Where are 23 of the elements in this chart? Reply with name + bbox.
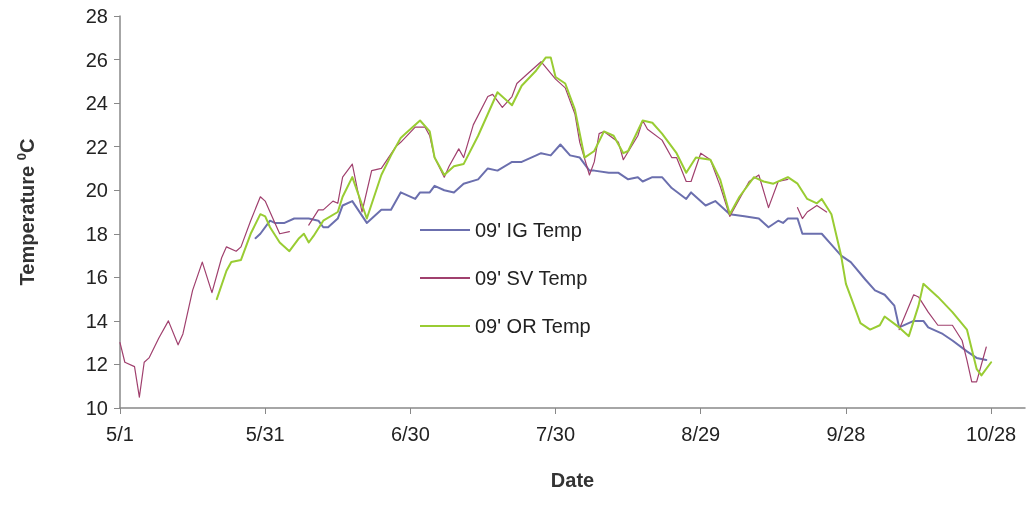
y-tick-label: 16 [85,266,108,289]
y-tick-label: 14 [85,309,108,332]
x-tick-label: 8/29 [681,423,721,445]
x-tick-label: 9/28 [826,423,866,445]
legend-label: 09' SV Temp [475,267,588,289]
y-tick-label: 12 [85,353,108,376]
line-series [215,56,993,377]
x-tick-label: 5/1 [106,423,134,445]
legend-label: 09' OR Temp [475,315,591,337]
y-tick-label: 18 [85,222,108,245]
y-tick-label: 10 [85,397,108,419]
y-tick-label: 26 [85,48,108,71]
y-tick-label: 20 [85,179,108,202]
x-tick-label: 6/30 [390,423,430,445]
y-tick-label: 22 [85,135,108,158]
x-axis-title: Date [550,469,595,491]
y-tick-label: 24 [85,92,108,115]
y-tick-label: 28 [85,5,108,27]
x-tick-label: 5/31 [245,423,285,445]
x-tick-label: 10/28 [966,423,1017,445]
line-series [254,143,988,362]
x-tick-label: 7/30 [536,423,576,445]
legend-label: 09' IG Temp [475,219,582,241]
